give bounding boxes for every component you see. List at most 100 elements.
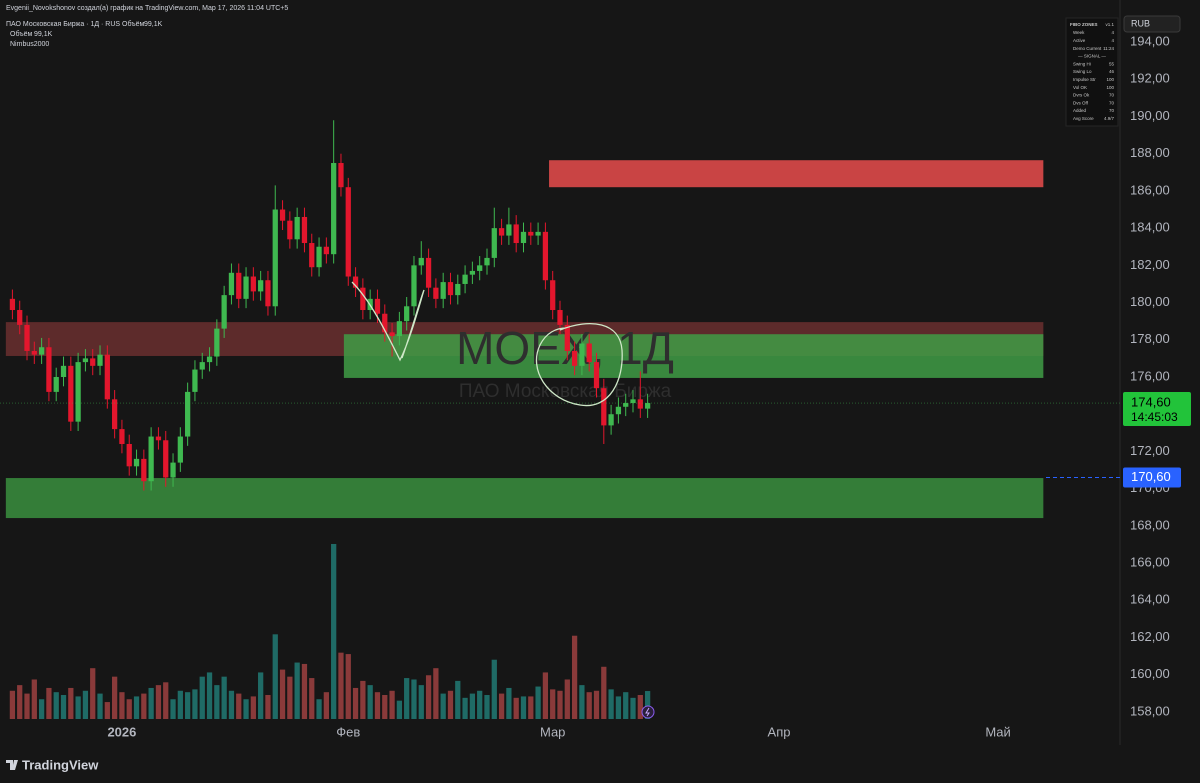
candle-body bbox=[637, 399, 643, 409]
fibo-value: 100 bbox=[1106, 77, 1114, 82]
fibo-key: Vol OK bbox=[1073, 85, 1087, 90]
volume-bar bbox=[60, 695, 67, 719]
volume-bar bbox=[68, 687, 74, 719]
candle-body bbox=[309, 243, 315, 268]
candle-body bbox=[97, 354, 103, 366]
fibo-key: Impulse Str bbox=[1073, 77, 1096, 82]
volume-bar bbox=[345, 654, 351, 719]
volume-label: Объём bbox=[122, 20, 144, 28]
candle-body bbox=[112, 399, 118, 430]
candle-body bbox=[177, 436, 183, 463]
y-tick-label: 178,00 bbox=[1130, 331, 1170, 346]
volume-bar bbox=[513, 697, 519, 719]
candle-body bbox=[272, 209, 278, 307]
volume-bar bbox=[177, 690, 183, 719]
volume-bar bbox=[535, 686, 541, 719]
alert-tag bbox=[1123, 467, 1181, 488]
candle-body bbox=[520, 231, 527, 244]
candle-body bbox=[623, 403, 629, 407]
volume-bar bbox=[206, 672, 213, 719]
volume-bar bbox=[228, 690, 235, 719]
candle-body bbox=[258, 280, 264, 292]
fibo-key: Added bbox=[1073, 108, 1087, 113]
volume-bar bbox=[447, 690, 454, 719]
fibo-key: Week bbox=[1073, 30, 1085, 35]
volume-bar bbox=[601, 666, 607, 719]
fibo-value: 70 bbox=[1109, 93, 1115, 98]
fibo-value: 11:24 bbox=[1103, 46, 1114, 51]
volume-bar bbox=[126, 699, 132, 719]
x-tick-label: Мар bbox=[540, 724, 565, 739]
candle-body bbox=[513, 224, 519, 244]
y-tick-label: 180,00 bbox=[1130, 294, 1170, 309]
candle-body bbox=[462, 274, 468, 284]
currency-box[interactable] bbox=[1123, 15, 1181, 33]
volume-bar bbox=[279, 669, 286, 719]
volume-bar bbox=[623, 692, 629, 719]
volume-bar bbox=[46, 687, 52, 719]
volume-bar bbox=[112, 676, 118, 719]
candle-body bbox=[38, 347, 45, 355]
currency: RUB bbox=[1131, 18, 1150, 28]
volume-bar bbox=[389, 690, 395, 719]
candle-body bbox=[593, 362, 600, 389]
candle-body bbox=[644, 403, 651, 409]
candle-body bbox=[24, 324, 30, 351]
y-tick-label: 168,00 bbox=[1130, 517, 1170, 532]
volume-bar bbox=[637, 695, 643, 719]
candle-body bbox=[542, 231, 549, 281]
candle-body bbox=[433, 287, 439, 299]
candle-body bbox=[206, 356, 213, 363]
candle-body bbox=[396, 321, 403, 337]
candle-body bbox=[46, 347, 52, 392]
volume-layer bbox=[9, 543, 651, 719]
volume-bar bbox=[90, 668, 96, 719]
hand-drawn-mark bbox=[351, 281, 425, 362]
y-tick-label: 158,00 bbox=[1130, 703, 1170, 718]
fibo-key: Swing Lo bbox=[1073, 69, 1092, 74]
volume-bar bbox=[104, 702, 110, 719]
candle-body bbox=[250, 276, 256, 292]
volume-bar bbox=[469, 693, 476, 719]
zone bbox=[549, 160, 1044, 188]
volume-bar bbox=[528, 696, 534, 719]
candle-body bbox=[571, 350, 578, 366]
zones-layer bbox=[5, 160, 1044, 519]
volume-bar bbox=[316, 699, 322, 719]
candle-body bbox=[119, 429, 125, 444]
fibo-key: Demo Current bbox=[1073, 46, 1102, 51]
candle-body bbox=[586, 343, 592, 363]
volume-bar bbox=[440, 693, 446, 719]
alert-label: 170,60 bbox=[1131, 469, 1171, 484]
candle-body bbox=[374, 298, 381, 314]
fibo-value: 70 bbox=[1109, 100, 1115, 105]
zone bbox=[5, 478, 1044, 519]
volume-bar bbox=[214, 685, 220, 719]
volume-bar bbox=[287, 676, 293, 719]
brand-logo bbox=[6, 760, 18, 770]
volume-bar bbox=[418, 685, 424, 719]
volume-bar bbox=[272, 634, 278, 719]
candle-body bbox=[440, 282, 446, 299]
candle-body bbox=[506, 224, 512, 236]
fibo-separator: — SIGNAL — bbox=[1078, 54, 1106, 59]
fibo-version: v1.1 bbox=[1105, 22, 1114, 27]
x-tick-label: Май bbox=[985, 724, 1010, 739]
volume-bar bbox=[498, 693, 505, 719]
candle-body bbox=[228, 272, 235, 296]
volume-bar bbox=[579, 685, 585, 719]
y-tick-label: 164,00 bbox=[1130, 592, 1170, 607]
candle-body bbox=[214, 328, 220, 357]
candle-body bbox=[17, 310, 23, 325]
candle-body bbox=[579, 343, 585, 366]
volume-bar bbox=[331, 543, 337, 719]
fibo-value: 4.9/7 bbox=[1104, 116, 1115, 121]
candle-body bbox=[550, 280, 556, 311]
event-icon[interactable] bbox=[641, 705, 655, 719]
watermark-name: ПАО Московская Биржа bbox=[459, 381, 672, 402]
volume-bar bbox=[170, 699, 176, 719]
volume-bar bbox=[644, 691, 651, 719]
volume-bar bbox=[550, 689, 556, 719]
